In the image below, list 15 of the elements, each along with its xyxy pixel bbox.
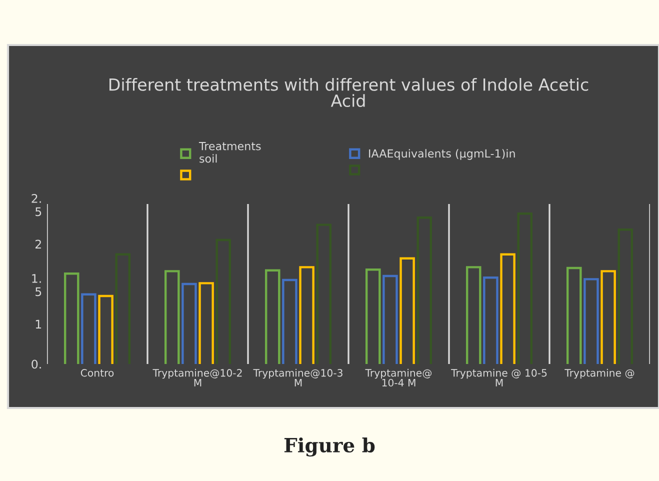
x-tick-label: Contro (80, 369, 114, 377)
x-tick-label: Tryptamine @ 10-5 M (451, 368, 547, 386)
x-tick-label: Tryptamine@10-2 M (152, 368, 242, 386)
text: Figure b (284, 437, 375, 457)
legend-label: IAAEquivalents (µgmL-1)in (369, 149, 515, 160)
chart-title: Different treatments with different values of Indole Acetic Acid (109, 78, 588, 108)
x-tick-label: Tryptamine @ (564, 368, 634, 379)
legend-label: Treatments soil (198, 142, 261, 163)
y-tick-label: 1. 5 (32, 274, 42, 296)
y-tick-label: 1 (36, 320, 42, 328)
x-tick-label: Tryptamine@ 10-4 M (365, 368, 432, 387)
y-tick-label: 0. (32, 360, 41, 369)
y-tick-label: 2. 5 (32, 194, 42, 216)
x-tick-label: Tryptamine@10-3 M (253, 368, 342, 386)
y-tick-label: 2 (35, 240, 41, 248)
